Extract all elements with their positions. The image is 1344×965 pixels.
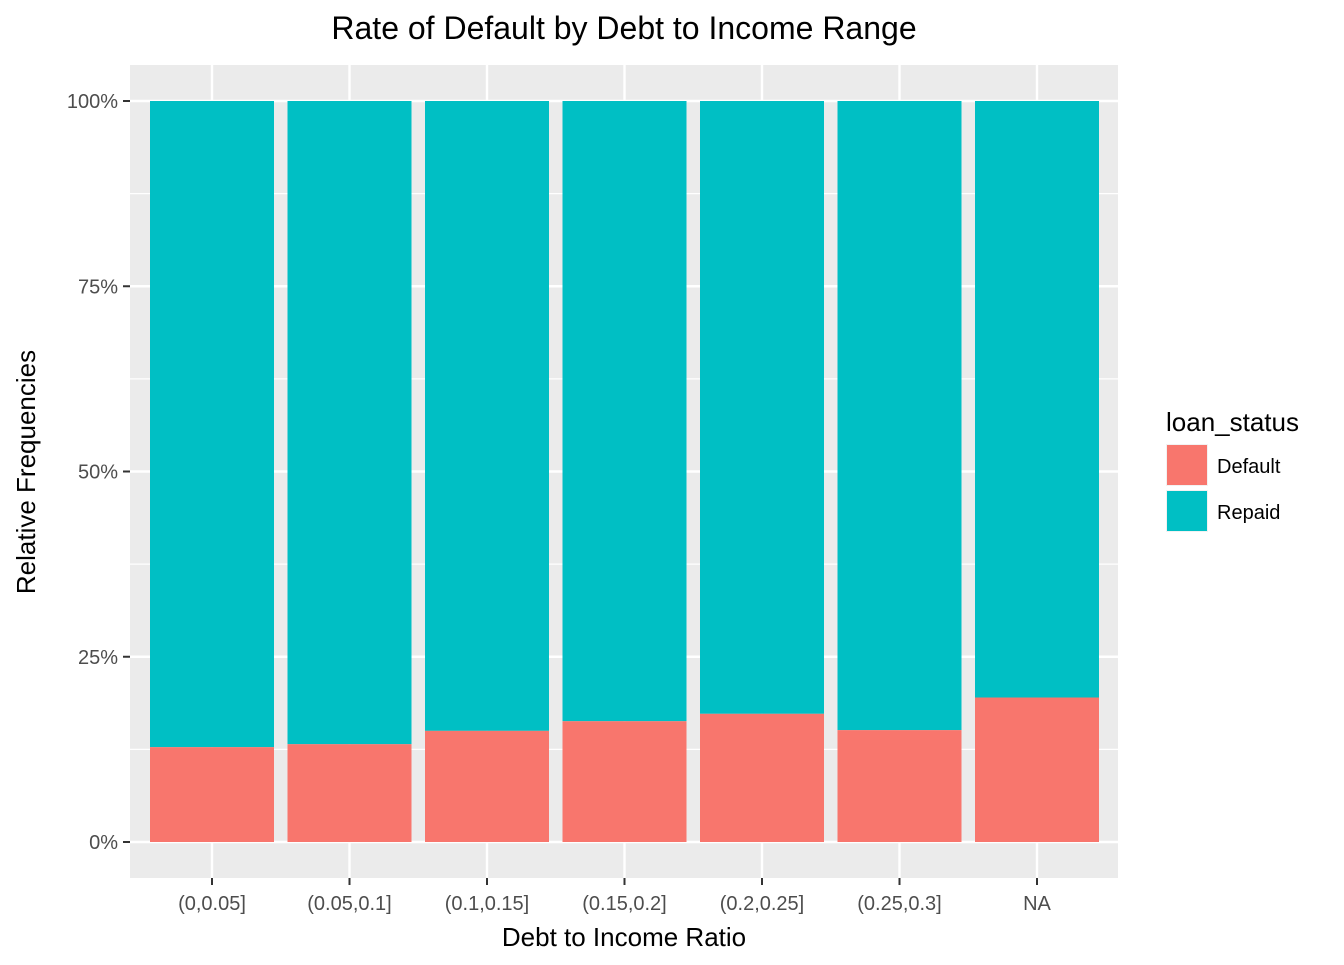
x-tick-label: NA — [1023, 893, 1051, 915]
x-tick-label: (0.15,0.2] — [582, 893, 667, 915]
chart-title: Rate of Default by Debt to Income Range — [331, 10, 916, 46]
bar-repaid-5 — [837, 101, 962, 731]
bar-default-1 — [287, 744, 412, 842]
legend-label-repaid: Repaid — [1217, 502, 1280, 524]
y-tick-label: 25% — [78, 647, 118, 669]
legend: loan_status Default Repaid — [1166, 407, 1299, 532]
legend-title: loan_status — [1166, 407, 1299, 437]
plot-area: 0% 25% 50% 75% 100% (0,0.05] (0.05,0.1] (0.1,0.… — [67, 65, 1118, 915]
bar-repaid-2 — [425, 101, 549, 731]
bar-default-2 — [425, 730, 549, 842]
bar-repaid-0 — [150, 101, 274, 748]
x-tick-label: (0.2,0.25] — [720, 893, 805, 915]
bar-repaid-1 — [287, 101, 412, 745]
x-tick-label: (0.05,0.1] — [307, 893, 392, 915]
bar-repaid-6 — [975, 101, 1099, 698]
legend-label-default: Default — [1217, 456, 1281, 478]
x-tick-label: (0.25,0.3] — [857, 893, 942, 915]
bar-default-3 — [562, 721, 687, 842]
y-tick-label: 100% — [67, 91, 118, 113]
legend-swatch-default — [1167, 445, 1207, 485]
x-tick-label: (0.1,0.15] — [445, 893, 530, 915]
bar-default-4 — [700, 713, 824, 842]
x-tick-label: (0,0.05] — [178, 893, 246, 915]
y-tick-label: 0% — [89, 832, 118, 854]
bar-repaid-4 — [700, 101, 824, 714]
bar-repaid-3 — [562, 101, 687, 722]
bar-default-0 — [150, 747, 274, 842]
bar-default-6 — [975, 697, 1099, 842]
legend-swatch-repaid — [1167, 491, 1207, 531]
y-tick-label: 50% — [78, 462, 118, 484]
bar-default-5 — [837, 730, 962, 842]
y-tick-label: 75% — [78, 276, 118, 298]
y-axis-label: Relative Frequencies — [11, 350, 41, 594]
x-axis-label: Debt to Income Ratio — [502, 922, 746, 952]
